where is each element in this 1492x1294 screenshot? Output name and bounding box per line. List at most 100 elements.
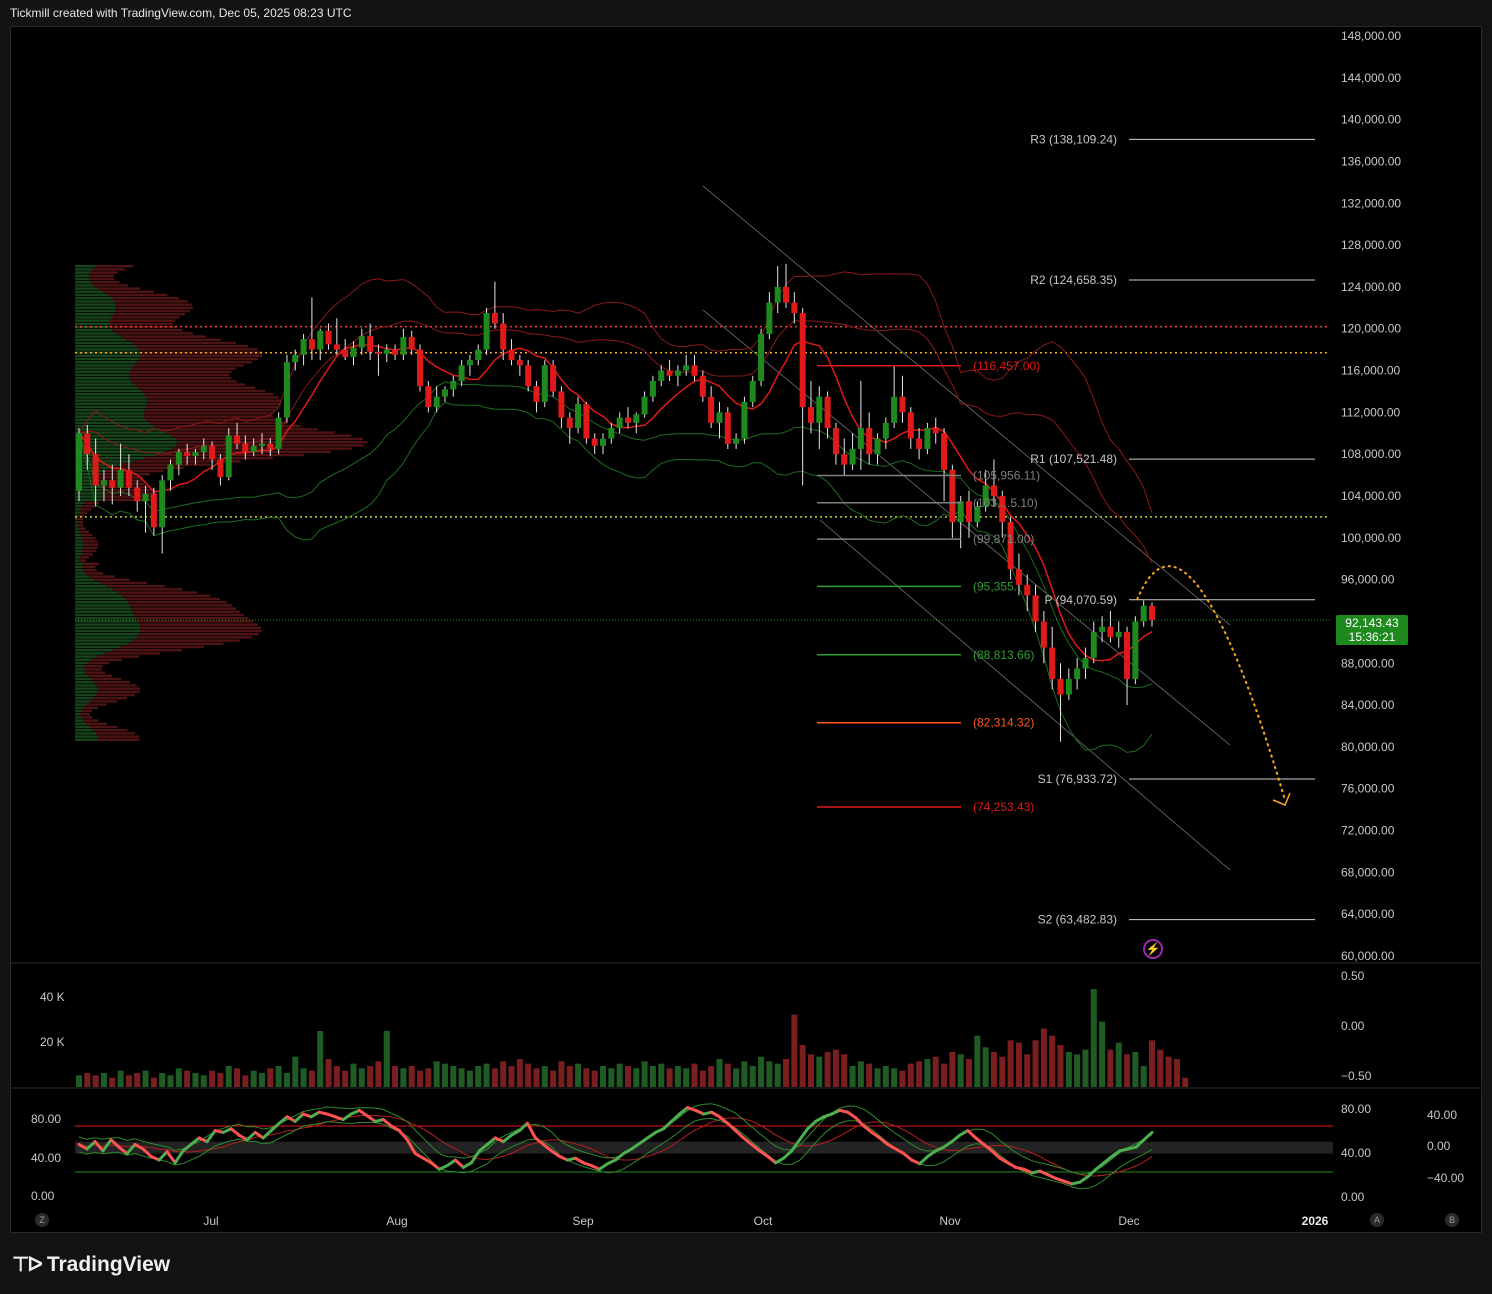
candle-body xyxy=(342,349,349,357)
volume-profile-bar xyxy=(75,297,112,300)
oscillator-main-segment xyxy=(1006,1161,1018,1169)
volume-bar xyxy=(533,1068,540,1087)
volume-bar xyxy=(117,1070,124,1087)
oscillator-main-segment xyxy=(638,1136,650,1145)
candle-body xyxy=(84,433,91,455)
volume-profile-bar xyxy=(75,540,83,543)
candle-body xyxy=(1024,584,1031,596)
volume-bar xyxy=(417,1070,424,1087)
oscillator-main-segment xyxy=(245,1130,257,1142)
oscillator-main-segment xyxy=(381,1118,393,1128)
candle-body xyxy=(109,480,116,488)
volume-profile-bar xyxy=(75,434,172,437)
candle-body xyxy=(807,407,814,423)
volume-profile-bar xyxy=(75,629,141,633)
candle-body xyxy=(117,469,124,488)
volume-profile-bar xyxy=(75,290,103,293)
candle-body xyxy=(1074,668,1081,679)
volume-profile-bar xyxy=(75,495,104,498)
candle-body xyxy=(907,412,914,439)
volume-profile-bar xyxy=(97,735,140,738)
volume-profile-bar xyxy=(116,303,193,306)
volume-bar xyxy=(400,1068,407,1087)
oscillator-main-segment xyxy=(405,1138,417,1156)
volume-profile-bar xyxy=(81,533,93,537)
chart-frame[interactable] xyxy=(10,26,1482,1233)
oscillator-main-segment xyxy=(958,1129,970,1137)
volume-profile-bar xyxy=(128,601,227,604)
volume-bar xyxy=(691,1063,698,1087)
price-axis-label: 136,000.00 xyxy=(1341,154,1401,168)
oscillator-main-segment xyxy=(798,1127,810,1142)
volume-profile-bar xyxy=(75,594,123,597)
volume-profile-bar xyxy=(75,543,84,546)
volume-profile-bar xyxy=(75,284,94,287)
volume-bar xyxy=(774,1063,781,1087)
volume-bar xyxy=(1124,1054,1131,1087)
candle-body xyxy=(699,375,706,397)
volume-profile-bar xyxy=(138,386,256,389)
candle-body xyxy=(591,438,598,446)
price-axis-label: 128,000.00 xyxy=(1341,238,1401,252)
volume-profile-bar xyxy=(75,274,89,277)
candle-body xyxy=(167,464,174,481)
volume-profile-bar xyxy=(75,338,127,341)
oscillator-main-segment xyxy=(389,1124,401,1133)
volume-profile-bar xyxy=(75,437,176,441)
tradingview-logo[interactable]: ⊤ᐅ TradingView xyxy=(12,1252,170,1277)
z-button[interactable]: Z xyxy=(35,1213,49,1227)
trend-line xyxy=(819,519,1231,871)
volume-profile-bar xyxy=(166,431,336,434)
candle-body xyxy=(957,501,964,523)
candle-body xyxy=(317,330,324,350)
volume-profile-bar xyxy=(112,649,182,652)
volume-profile-bar xyxy=(116,332,193,335)
volume-profile-bar xyxy=(75,309,116,313)
volume-profile-bar xyxy=(83,562,99,565)
volume-bar xyxy=(832,1049,839,1087)
volume-profile-bar xyxy=(75,351,141,354)
volume-profile-bar xyxy=(75,581,101,585)
volume-profile-bar xyxy=(75,601,129,604)
volume-bar xyxy=(575,1063,582,1087)
volume-profile-bar xyxy=(75,450,165,453)
volume-profile-bar xyxy=(75,607,132,610)
volume-bar xyxy=(167,1075,174,1087)
volume-bar xyxy=(1173,1059,1180,1087)
volume-bar xyxy=(816,1056,823,1087)
volume-axis-label: 20 K xyxy=(40,1035,65,1049)
oscillator-main-segment xyxy=(205,1129,217,1144)
volume-profile-bar xyxy=(117,591,198,594)
volume-profile-bar xyxy=(78,527,86,530)
b-button[interactable]: B xyxy=(1445,1213,1459,1227)
volume-profile-bar xyxy=(75,514,79,517)
volume-profile-bar xyxy=(146,405,279,409)
candle-body xyxy=(633,414,640,423)
price-axis-label: 68,000.00 xyxy=(1341,865,1395,879)
volume-profile-bar xyxy=(75,457,145,460)
oscillator-main-segment xyxy=(341,1112,353,1122)
oscillator-main-segment xyxy=(710,1110,722,1119)
time-axis-label: Sep xyxy=(572,1214,594,1228)
oscillator-main-segment xyxy=(525,1121,537,1140)
price-axis-label: 96,000.00 xyxy=(1341,573,1395,587)
volume-bar xyxy=(932,1056,939,1087)
oscillator-main-segment xyxy=(517,1121,529,1133)
volume-profile-bar xyxy=(75,553,82,556)
volume-profile-bar xyxy=(75,489,103,492)
volume-bar xyxy=(866,1063,873,1087)
oscillator-main-segment xyxy=(678,1106,690,1116)
a-button[interactable]: A xyxy=(1370,1213,1384,1227)
candle-body xyxy=(76,433,82,491)
volume-profile-bar xyxy=(80,508,92,511)
volume-profile-bar xyxy=(103,495,157,498)
time-axis-label: 2026 xyxy=(1302,1214,1329,1228)
volume-bar xyxy=(591,1070,598,1087)
volume-profile-bar xyxy=(91,677,122,681)
volume-bar xyxy=(899,1070,906,1087)
volume-profile-bar xyxy=(75,501,84,505)
price-axis-label: 84,000.00 xyxy=(1341,698,1395,712)
volume-bar xyxy=(491,1068,498,1087)
flash-icon[interactable]: ⚡ xyxy=(1143,939,1163,959)
